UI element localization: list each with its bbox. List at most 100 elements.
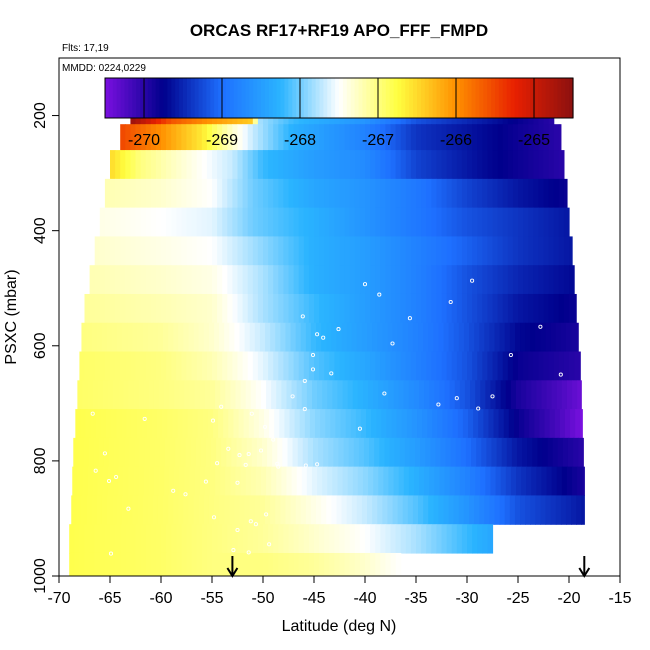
heatmap-cell	[196, 524, 203, 554]
heatmap-cell	[91, 322, 98, 353]
heatmap-cell	[161, 293, 167, 324]
heatmap-cell	[309, 409, 316, 439]
heatmap-cell	[143, 380, 150, 410]
heatmap-cell	[201, 524, 208, 554]
heatmap-cell	[374, 437, 380, 468]
colorbar-segment	[257, 78, 262, 118]
heatmap-cell	[208, 322, 215, 353]
heatmap-cell	[349, 236, 356, 266]
heatmap-cell	[245, 466, 252, 497]
heatmap-cell	[206, 351, 213, 381]
heatmap-cell	[340, 409, 347, 439]
heatmap-cell	[206, 236, 213, 266]
heatmap-cell	[401, 409, 408, 439]
colorbar-segment	[284, 78, 289, 118]
heatmap-cell	[308, 207, 315, 238]
heatmap-cell	[166, 524, 172, 554]
y-tick-label: 600	[32, 332, 49, 359]
heatmap-cell	[278, 207, 284, 238]
heatmap-cell	[101, 322, 108, 353]
heatmap-cell	[392, 322, 399, 353]
heatmap-cell	[356, 495, 363, 525]
heatmap-cell	[365, 124, 371, 154]
heatmap-cell	[469, 322, 475, 353]
heatmap-cell	[106, 495, 113, 525]
heatmap-cell	[237, 552, 244, 576]
heatmap-cell	[541, 380, 548, 410]
heatmap-cell	[322, 380, 328, 410]
heatmap-cell	[569, 293, 575, 324]
heatmap-cell	[436, 236, 443, 266]
colorbar-segment	[222, 78, 227, 118]
heatmap-cell	[237, 524, 244, 554]
heatmap-cell	[120, 265, 126, 295]
heatmap-cell	[545, 322, 552, 353]
colorbar-segment	[140, 78, 145, 118]
heatmap-cell	[201, 150, 208, 180]
heatmap-cell	[572, 466, 578, 497]
heatmap-cell	[354, 552, 361, 576]
heatmap-cell	[399, 437, 406, 468]
heatmap-cell	[407, 322, 414, 353]
heatmap-cell	[538, 207, 545, 238]
heatmap-cell	[297, 437, 304, 468]
heatmap-cell	[326, 495, 332, 525]
y-tick-label: 200	[32, 102, 49, 129]
colorbar-segment	[319, 78, 324, 118]
heatmap-cell	[353, 437, 360, 468]
heatmap-cell	[385, 178, 392, 209]
colorbar-segment	[151, 78, 157, 118]
heatmap-cell	[431, 150, 437, 180]
heatmap-cell	[191, 150, 198, 180]
colorbar-segment	[475, 78, 480, 118]
heatmap-cell	[201, 265, 208, 295]
heatmap-cell	[410, 265, 417, 295]
heatmap-cell	[431, 207, 437, 238]
heatmap-cell	[324, 178, 330, 209]
heatmap-cell	[107, 380, 114, 410]
heatmap-cell	[158, 380, 165, 410]
heatmap-cell	[321, 322, 327, 353]
heatmap-cell	[550, 322, 557, 353]
colorbar-segment	[491, 78, 496, 118]
sample-point	[249, 411, 254, 416]
heatmap-cell	[155, 207, 162, 238]
heatmap-cell	[380, 351, 386, 381]
heatmap-cell	[533, 207, 539, 238]
heatmap-cell	[543, 351, 550, 381]
heatmap-cell	[385, 524, 392, 554]
heatmap-cell	[548, 124, 555, 154]
colorbar-segment	[225, 78, 231, 118]
heatmap-cell	[135, 552, 142, 576]
colorbar-segment	[510, 78, 516, 118]
colorbar-segment	[331, 78, 336, 118]
heatmap-cell	[181, 150, 188, 180]
heatmap-cell	[201, 207, 208, 238]
heatmap-cell	[553, 265, 560, 295]
colorbar-tick-label: -265	[518, 132, 550, 149]
heatmap-cell	[271, 466, 277, 497]
heatmap-cell	[370, 265, 376, 295]
heatmap-cell	[395, 351, 402, 381]
heatmap-cell	[383, 466, 390, 497]
sample-point	[303, 463, 308, 468]
heatmap-cell	[117, 495, 123, 525]
heatmap-cell	[133, 466, 140, 497]
colorbar-segment	[506, 78, 512, 118]
heatmap-cell	[145, 236, 152, 266]
heatmap-cell	[339, 236, 346, 266]
colorbar-segment	[272, 78, 278, 118]
heatmap-cell	[225, 466, 231, 497]
heatmap-cell	[431, 524, 437, 554]
heatmap-cell	[186, 150, 193, 180]
colorbar-segment	[179, 78, 184, 118]
heatmap-cell	[359, 178, 366, 209]
heatmap-cell	[161, 178, 167, 209]
heatmap-cell	[485, 380, 492, 410]
heatmap-cell	[421, 351, 427, 381]
heatmap-cell	[224, 322, 230, 353]
heatmap-cell	[338, 437, 345, 468]
heatmap-cell	[385, 552, 392, 576]
heatmap-cell	[397, 322, 404, 353]
heatmap-cell	[327, 466, 333, 497]
